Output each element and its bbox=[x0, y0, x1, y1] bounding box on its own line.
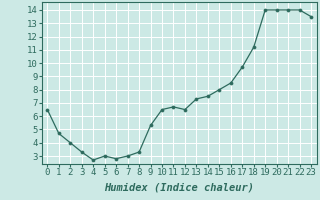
X-axis label: Humidex (Indice chaleur): Humidex (Indice chaleur) bbox=[104, 183, 254, 193]
